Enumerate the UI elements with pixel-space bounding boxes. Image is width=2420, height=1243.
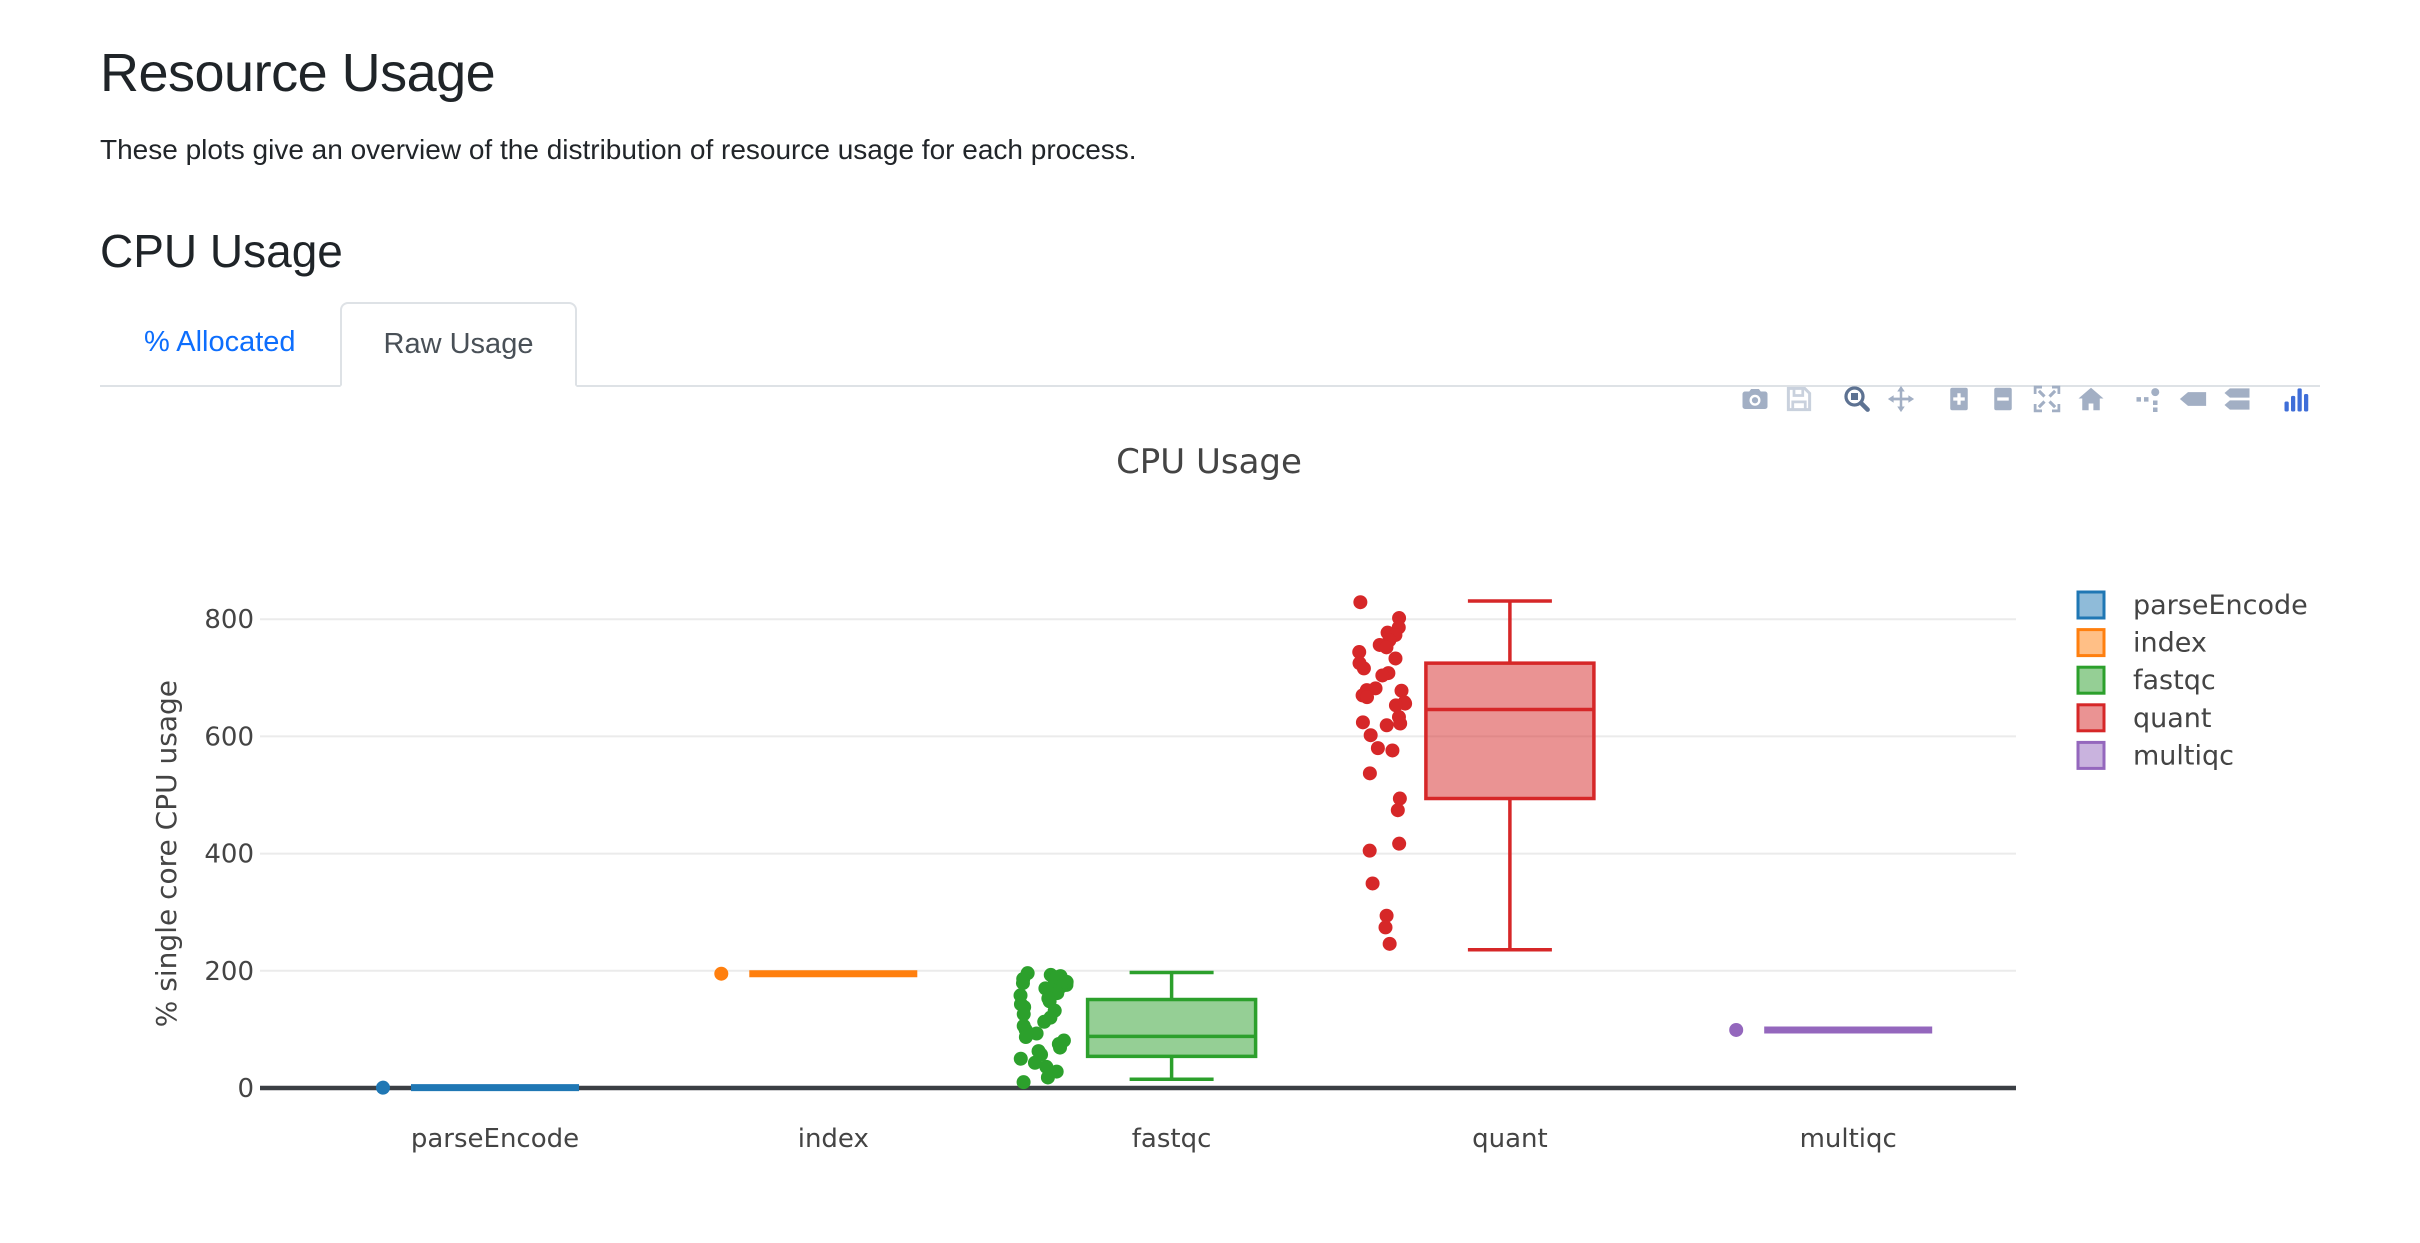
data-point-fastqc bbox=[1029, 1026, 1044, 1041]
legend-item-multiqc[interactable]: multiqc bbox=[2076, 740, 2234, 771]
spikelines-icon[interactable] bbox=[2134, 384, 2164, 414]
closest-hover-icon[interactable] bbox=[2178, 384, 2208, 414]
tab-raw-usage[interactable]: Raw Usage bbox=[339, 302, 578, 387]
data-point-quant bbox=[1392, 836, 1407, 851]
data-point-quant bbox=[1394, 683, 1409, 698]
series-fastqc bbox=[1013, 966, 1258, 1090]
data-point-fastqc bbox=[1016, 1075, 1031, 1090]
data-point-quant bbox=[1355, 715, 1370, 730]
data-point-quant bbox=[1362, 843, 1377, 858]
data-point-fastqc bbox=[1027, 1055, 1042, 1070]
data-point-quant bbox=[1390, 803, 1405, 818]
data-point-quant bbox=[1360, 690, 1375, 705]
data-point-quant bbox=[1392, 791, 1407, 806]
legend-label-fastqc[interactable]: fastqc bbox=[2133, 665, 2216, 696]
legend-swatch-quant[interactable] bbox=[2076, 703, 2106, 733]
y-tick-label: 400 bbox=[204, 840, 254, 870]
legend-swatch-index[interactable] bbox=[2076, 628, 2106, 658]
legend-item-fastqc[interactable]: fastqc bbox=[2076, 665, 2216, 696]
legend-item-index[interactable]: index bbox=[2076, 628, 2207, 659]
x-tick-label-parseEncode: parseEncode bbox=[411, 1124, 579, 1154]
box-fastqc bbox=[1085, 997, 1258, 1059]
legend-label-index[interactable]: index bbox=[2133, 628, 2207, 659]
data-point-quant bbox=[1356, 661, 1371, 676]
data-point-fastqc bbox=[1040, 1070, 1055, 1085]
data-point-quant bbox=[1352, 645, 1367, 660]
data-point-quant bbox=[1379, 640, 1394, 655]
chart-title: CPU Usage bbox=[1116, 442, 1302, 482]
legend-item-quant[interactable]: quant bbox=[2076, 703, 2212, 734]
data-point-quant bbox=[1375, 668, 1390, 683]
x-tick-label-multiqc: multiqc bbox=[1800, 1124, 1897, 1154]
data-point-quant bbox=[1362, 766, 1377, 781]
data-point-fastqc bbox=[1037, 1014, 1052, 1029]
camera-icon[interactable] bbox=[1740, 384, 1770, 414]
plotly-modebar bbox=[1712, 384, 2314, 414]
pan-icon[interactable] bbox=[1886, 384, 1916, 414]
section-title-cpu-usage: CPU Usage bbox=[100, 225, 343, 277]
save-icon[interactable] bbox=[1784, 384, 1814, 414]
data-point-quant bbox=[1353, 595, 1368, 610]
cpu-usage-plot: 0 200 400 600 800 % single core CPU usage CPU … bbox=[150, 442, 2308, 1154]
data-point-index bbox=[714, 966, 729, 981]
y-axis-title: % single core CPU usage bbox=[150, 680, 183, 1027]
legend-label-multiqc[interactable]: multiqc bbox=[2133, 740, 2234, 771]
series-index bbox=[714, 966, 918, 981]
data-point-quant bbox=[1385, 743, 1400, 758]
data-point-quant bbox=[1388, 651, 1403, 666]
data-point-quant bbox=[1379, 908, 1394, 923]
data-point-quant bbox=[1393, 716, 1408, 731]
legend-swatch-parseEncode[interactable] bbox=[2076, 590, 2106, 620]
compare-hover-icon[interactable] bbox=[2222, 384, 2252, 414]
page-title: Resource Usage bbox=[100, 43, 496, 103]
zoom-out-icon[interactable] bbox=[1988, 384, 2018, 414]
cpu-usage-chart: 0 200 400 600 800 % single core CPU usage CPU … bbox=[0, 376, 2420, 1238]
plotly-logo-icon[interactable] bbox=[2280, 384, 2314, 414]
data-point-quant bbox=[1370, 741, 1385, 756]
zoom-in-icon[interactable] bbox=[1944, 384, 1974, 414]
data-point-parseEncode bbox=[376, 1080, 390, 1095]
data-point-quant bbox=[1365, 876, 1380, 891]
cpu-usage-tabs: % Allocated Raw Usage bbox=[100, 300, 2320, 387]
x-tick-label-quant: quant bbox=[1472, 1124, 1548, 1154]
y-tick-label: 800 bbox=[204, 605, 254, 635]
data-point-fastqc bbox=[1015, 976, 1030, 991]
data-point-multiqc bbox=[1729, 1022, 1744, 1037]
data-point-quant bbox=[1363, 728, 1378, 743]
autoscale-icon[interactable] bbox=[2032, 384, 2062, 414]
x-tick-label-fastqc: fastqc bbox=[1132, 1124, 1212, 1154]
box-quant bbox=[1424, 661, 1596, 801]
tab-percent-allocated[interactable]: % Allocated bbox=[144, 326, 296, 358]
legend-label-quant[interactable]: quant bbox=[2133, 703, 2212, 734]
legend-swatch-fastqc[interactable] bbox=[2076, 665, 2106, 695]
series-multiqc bbox=[1729, 1022, 1933, 1037]
y-tick-label: 600 bbox=[204, 722, 254, 752]
data-point-fastqc bbox=[1013, 1051, 1028, 1066]
data-point-quant bbox=[1388, 698, 1403, 713]
home-icon[interactable] bbox=[2076, 384, 2106, 414]
y-tick-label: 200 bbox=[204, 957, 254, 987]
data-point-fastqc bbox=[1018, 1030, 1033, 1045]
legend-swatch-multiqc[interactable] bbox=[2076, 740, 2106, 770]
data-point-quant bbox=[1379, 718, 1394, 733]
data-point-quant bbox=[1382, 936, 1397, 951]
legend-item-parseEncode[interactable]: parseEncode bbox=[2076, 590, 2308, 621]
data-point-quant bbox=[1378, 920, 1393, 935]
legend-label-parseEncode[interactable]: parseEncode bbox=[2133, 590, 2308, 621]
series-parseEncode bbox=[376, 1080, 579, 1095]
page-subtitle: These plots give an overview of the dist… bbox=[100, 134, 1137, 165]
zoom-icon[interactable] bbox=[1842, 384, 1872, 414]
y-tick-label: 0 bbox=[237, 1074, 254, 1104]
data-point-fastqc bbox=[1053, 1040, 1068, 1055]
data-point-fastqc bbox=[1016, 1007, 1031, 1022]
x-tick-label-index: index bbox=[798, 1124, 869, 1154]
series-quant bbox=[1352, 595, 1596, 952]
